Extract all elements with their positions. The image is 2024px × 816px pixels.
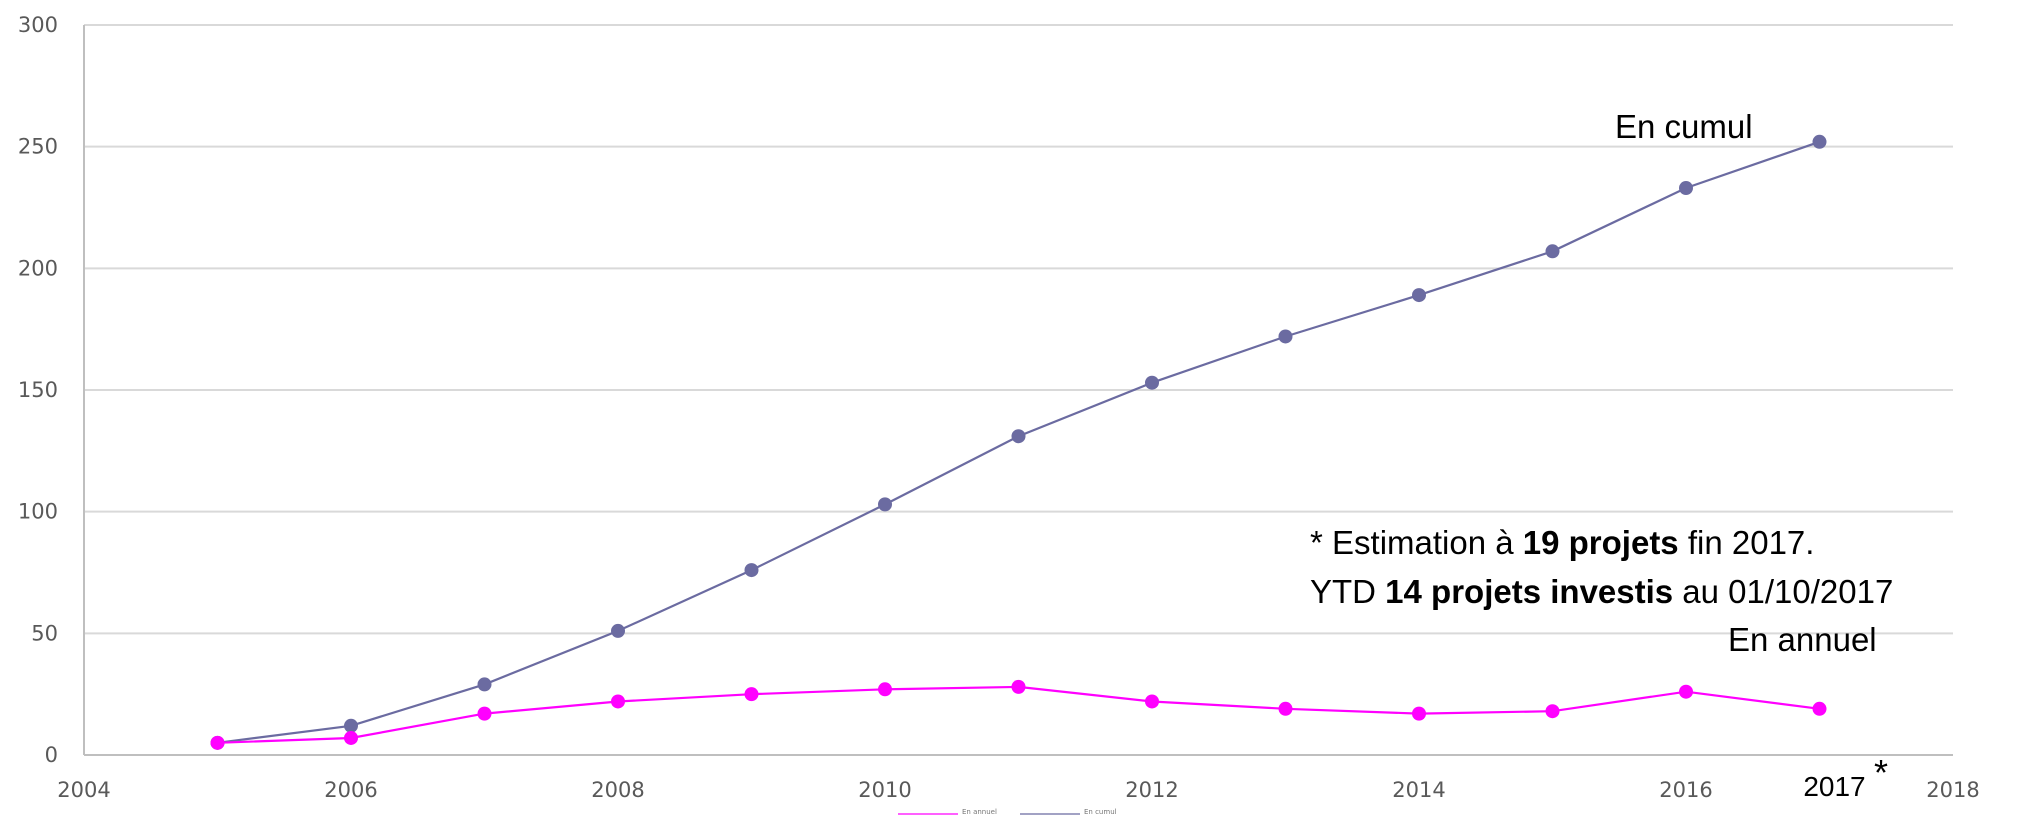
data-point-annuel-2005 xyxy=(210,735,225,750)
data-point-annuel-2012 xyxy=(1145,694,1159,709)
y-tick-label: 150 xyxy=(18,378,58,402)
note-line-2-part-2: 14 projets investis xyxy=(1385,573,1673,610)
data-point-cumul-2012 xyxy=(1145,375,1159,390)
data-point-cumul-2014 xyxy=(1412,288,1426,303)
data-point-annuel-2010 xyxy=(878,682,892,697)
y-tick-label: 0 xyxy=(45,743,58,767)
y-tick-label: 100 xyxy=(18,500,58,524)
data-point-annuel-2014 xyxy=(1412,706,1426,721)
x-tick-label: 2010 xyxy=(858,778,911,802)
x-axis-tick-labels: 2004 2006 2008 2010 2012 2014 2016 2017 2018 xyxy=(57,771,1979,802)
legend-entry-annuel: En annuel xyxy=(898,808,997,816)
x-tick-label: 2018 xyxy=(1926,778,1979,802)
note-line-2-part-1: YTD xyxy=(1310,573,1385,610)
data-point-cumul-2011 xyxy=(1011,429,1026,444)
estimation-note: * Estimation à 19 projets fin 2017. YTD … xyxy=(1310,524,1893,610)
series-points xyxy=(210,134,1827,750)
x-tick-label: 2008 xyxy=(591,778,644,802)
data-point-annuel-2007 xyxy=(477,706,492,721)
data-point-cumul-2007 xyxy=(477,677,492,692)
data-point-cumul-2006 xyxy=(344,718,358,733)
gridlines xyxy=(84,24,1953,635)
x-tick-label: 2012 xyxy=(1125,778,1178,802)
data-point-cumul-2010 xyxy=(878,497,892,512)
data-point-annuel-2016 xyxy=(1679,684,1693,699)
x-tick-label: 2006 xyxy=(324,778,377,802)
estimate-star-marker: * xyxy=(1874,752,1888,793)
series-line-annuel xyxy=(217,685,1820,744)
data-point-cumul-2016 xyxy=(1679,181,1693,196)
y-tick-label: 200 xyxy=(18,256,58,280)
data-point-annuel-2013 xyxy=(1278,701,1293,716)
data-point-annuel-2011 xyxy=(1011,679,1026,694)
note-line-1: * Estimation à 19 projets fin 2017. xyxy=(1310,524,1814,561)
series-label-annuel: En annuel xyxy=(1728,621,1877,658)
data-point-cumul-2008 xyxy=(611,623,625,638)
x-tick-label-estimate: 2017 xyxy=(1803,771,1865,802)
y-tick-label: 300 xyxy=(18,13,58,37)
legend: En annuel En cumul xyxy=(898,808,1117,816)
data-point-annuel-2017 xyxy=(1812,701,1827,716)
note-line-1-part-1: * Estimation à xyxy=(1310,524,1523,561)
data-point-annuel-2006 xyxy=(344,730,358,745)
note-line-2-part-3: au 01/10/2017 xyxy=(1673,573,1893,610)
y-axis-tick-labels: 0 50 100 150 200 250 300 xyxy=(18,13,58,767)
data-point-cumul-2009 xyxy=(744,563,759,578)
note-line-1-part-2: 19 projets xyxy=(1523,524,1679,561)
y-tick-label: 50 xyxy=(31,621,58,645)
data-point-cumul-2017 xyxy=(1812,134,1827,149)
note-line-2: YTD 14 projets investis au 01/10/2017 xyxy=(1310,573,1893,610)
x-tick-label: 2016 xyxy=(1659,778,1712,802)
data-point-annuel-2015 xyxy=(1545,704,1560,719)
data-point-cumul-2015 xyxy=(1545,244,1560,259)
x-tick-label: 2014 xyxy=(1392,778,1445,802)
legend-label-cumul: En cumul xyxy=(1084,808,1117,816)
legend-entry-cumul: En cumul xyxy=(1020,808,1117,816)
y-tick-label: 250 xyxy=(18,135,58,159)
data-point-annuel-2009 xyxy=(744,687,759,702)
legend-label-annuel: En annuel xyxy=(962,808,997,816)
x-tick-label: 2004 xyxy=(57,778,110,802)
series-label-cumul: En cumul xyxy=(1615,108,1753,145)
note-line-1-part-3: fin 2017. xyxy=(1679,524,1815,561)
data-point-cumul-2013 xyxy=(1278,329,1293,344)
axes xyxy=(83,25,1953,756)
data-point-annuel-2008 xyxy=(611,694,625,709)
